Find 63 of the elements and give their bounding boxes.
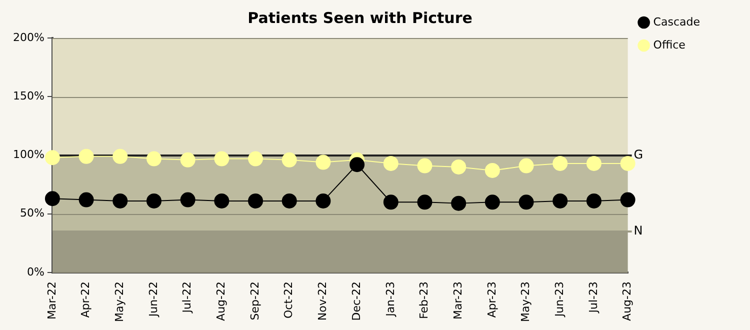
x-tick-label: Oct-22 [282, 281, 296, 318]
legend-label: Office [653, 38, 686, 52]
x-tick-label: Apr-22 [79, 281, 92, 318]
point [180, 152, 196, 168]
point [214, 193, 230, 208]
point [518, 158, 534, 174]
point [112, 148, 128, 164]
point [451, 159, 466, 174]
point [552, 156, 568, 171]
x-tick-label: Nov-22 [316, 281, 330, 321]
y-tick-label: 50% [20, 206, 44, 220]
x-tick-label: Sep-22 [248, 281, 262, 320]
y-tick-label: 100% [12, 148, 44, 162]
x-tick-label: May-23 [519, 281, 532, 322]
point [552, 193, 568, 208]
point [620, 192, 636, 208]
point [44, 150, 60, 166]
point [417, 194, 432, 210]
point [112, 193, 128, 208]
point [248, 151, 264, 166]
x-tick-label: Apr-23 [485, 281, 498, 318]
x-tick-label: Jul-22 [180, 281, 194, 314]
point [518, 194, 534, 210]
point [383, 194, 398, 210]
point [316, 154, 331, 170]
point [350, 157, 365, 172]
point [586, 193, 602, 208]
legend-label: Cascade [653, 15, 700, 28]
point [484, 162, 500, 178]
point [316, 193, 331, 208]
x-tick-label: Jun-22 [146, 281, 160, 318]
point [44, 191, 60, 206]
point [248, 193, 264, 208]
point [78, 148, 94, 164]
x-tick-label: Jul-23 [586, 281, 600, 314]
x-tick-label: Aug-23 [620, 281, 634, 321]
point [417, 158, 432, 174]
point [586, 156, 602, 171]
x-tick-label: May-22 [112, 281, 126, 322]
x-tick-label: Jun-23 [552, 281, 566, 318]
y-tick-label: 200% [12, 30, 44, 44]
point [282, 193, 297, 208]
point [78, 192, 94, 208]
x-tick-label: Mar-22 [45, 281, 58, 320]
point [451, 196, 466, 211]
x-tick-label: Jan-23 [384, 281, 397, 318]
point [214, 151, 230, 166]
x-tick-label: Mar-23 [451, 281, 464, 320]
ref-line-label: N [634, 224, 643, 238]
x-tick-label: Aug-22 [214, 281, 228, 321]
x-tick-label: Feb-23 [418, 281, 431, 319]
ref-line-label: G [634, 148, 644, 162]
point [620, 156, 636, 171]
point [146, 193, 162, 208]
x-tick-label: Dec-22 [350, 281, 363, 321]
point [484, 194, 500, 210]
point [180, 192, 196, 208]
chart-title: Patients Seen with Picture [248, 8, 472, 27]
point [146, 151, 162, 166]
y-tick-label: 0% [26, 265, 44, 278]
point [282, 152, 297, 168]
point [383, 156, 398, 171]
y-tick-label: 150% [12, 89, 44, 102]
